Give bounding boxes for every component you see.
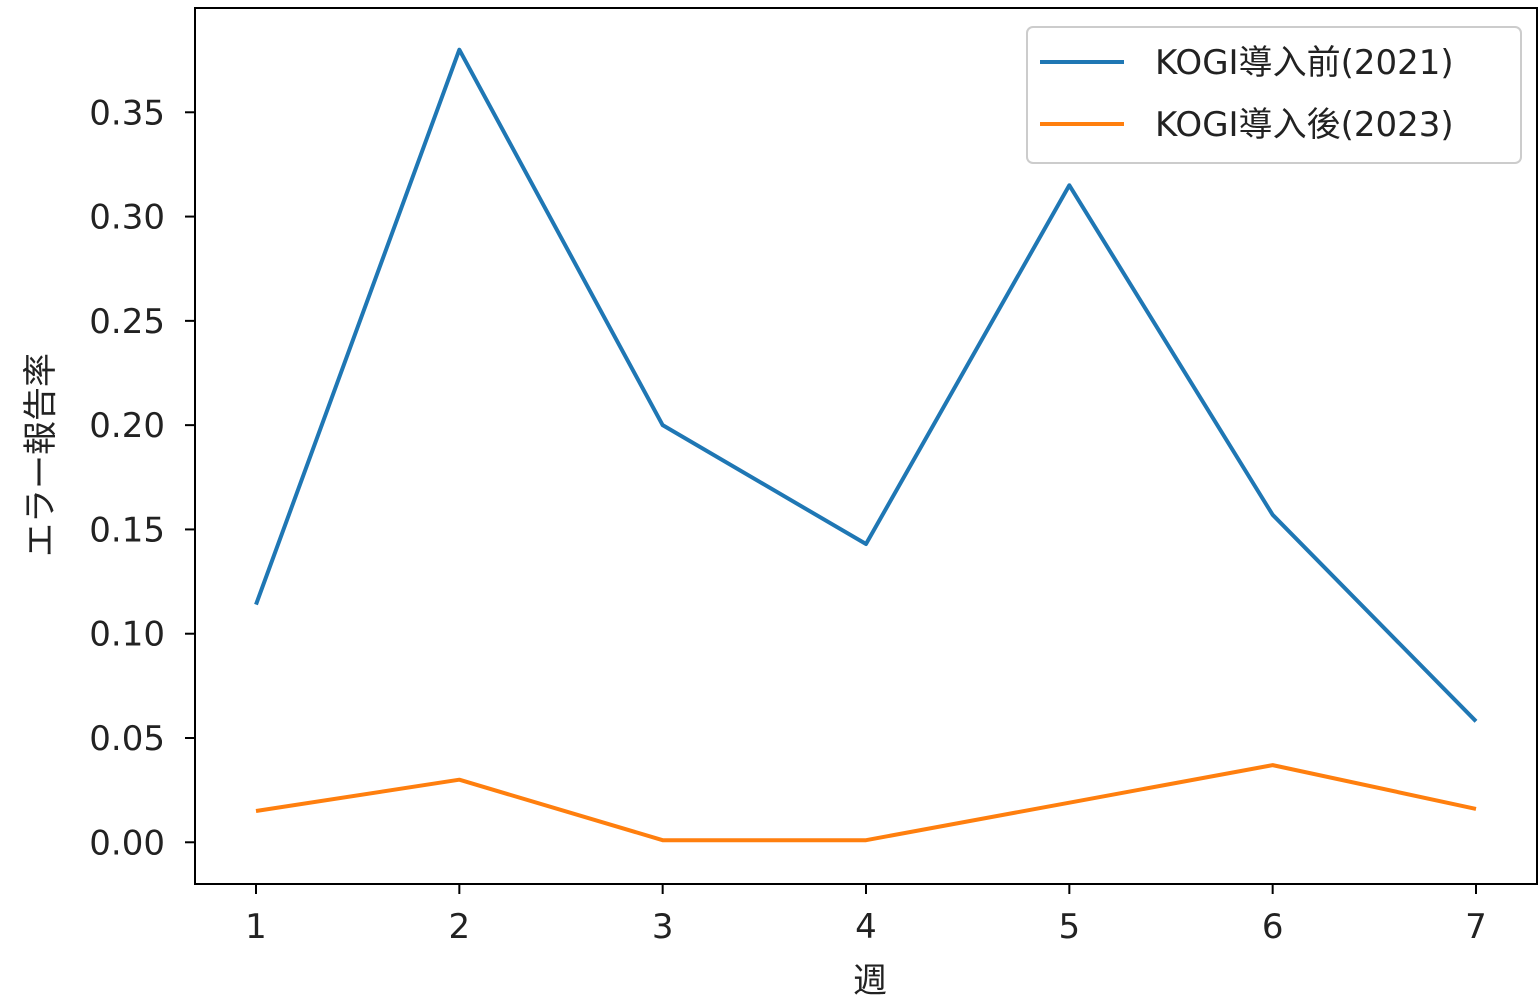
legend-label-2: KOGI導入後(2023) <box>1155 105 1454 145</box>
series-line-2 <box>255 763 1477 843</box>
y-axis-label: エラー報告率 <box>21 353 61 557</box>
legend: KOGI導入前(2021) KOGI導入後(2023) <box>1026 26 1522 164</box>
legend-label-1: KOGI導入前(2021) <box>1155 43 1454 83</box>
y-tick-label: 0.25 <box>89 302 165 342</box>
x-tick-label: 4 <box>855 907 877 947</box>
y-tick-label: 0.30 <box>89 198 165 238</box>
x-tick-label: 2 <box>449 907 471 947</box>
x-tick-label: 3 <box>652 907 674 947</box>
legend-box <box>1026 26 1522 164</box>
y-tick-label: 0.20 <box>89 406 165 446</box>
series-line-1 <box>254 47 1478 723</box>
y-tick-label: 0.05 <box>89 719 165 759</box>
x-tick-label: 7 <box>1465 907 1487 947</box>
axes: 1 2 3 4 5 6 7 0.00 0.05 0.10 0.15 0.20 0.25 0.30 0.35 週… <box>21 7 1538 999</box>
plot-area <box>254 47 1478 843</box>
x-tick-label: 5 <box>1059 907 1081 947</box>
x-axis-label: 週 <box>853 961 887 999</box>
x-tick-label: 1 <box>245 907 267 947</box>
y-tick-label: 0.10 <box>89 615 165 655</box>
y-tick-label: 0.35 <box>89 93 165 133</box>
x-tick-label: 6 <box>1262 907 1284 947</box>
y-tick-label: 0.15 <box>89 510 165 550</box>
y-tick-label: 0.00 <box>89 823 165 863</box>
